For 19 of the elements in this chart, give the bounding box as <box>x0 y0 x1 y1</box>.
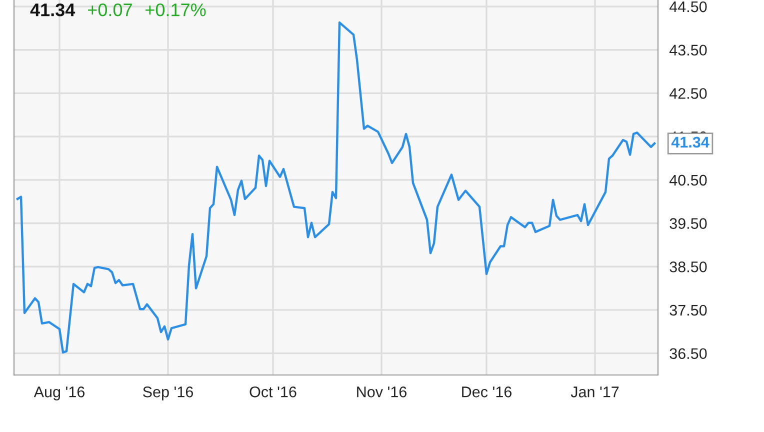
y-tick-label: 37.50 <box>670 304 707 316</box>
annotation: +0.17% <box>146 3 206 16</box>
y-tick-label: 38.50 <box>670 261 707 272</box>
y-tick-label: 42.50 <box>669 88 707 99</box>
x-tick-label: Jan '17 <box>570 386 619 398</box>
x-tick-label: Aug '16 <box>34 386 84 400</box>
line-series <box>16 21 656 354</box>
y-tick-label: 36.50 <box>670 348 707 360</box>
annotation: 41.34 <box>671 136 710 148</box>
y-tick-label: 40.50 <box>669 174 707 186</box>
x-tick-label: Oct '16 <box>250 386 296 398</box>
y-tick-label: 43.50 <box>669 44 707 56</box>
annotation: 41.34 <box>30 3 76 16</box>
x-tick-label: Nov '16 <box>357 386 406 398</box>
x-tick-label: Sep '16 <box>143 386 193 400</box>
annotation: +0.07 <box>88 3 132 16</box>
x-tick-label: Dec '16 <box>462 386 512 398</box>
y-tick-label: 39.50 <box>670 218 707 229</box>
y-tick-label: 44.50 <box>669 1 707 12</box>
